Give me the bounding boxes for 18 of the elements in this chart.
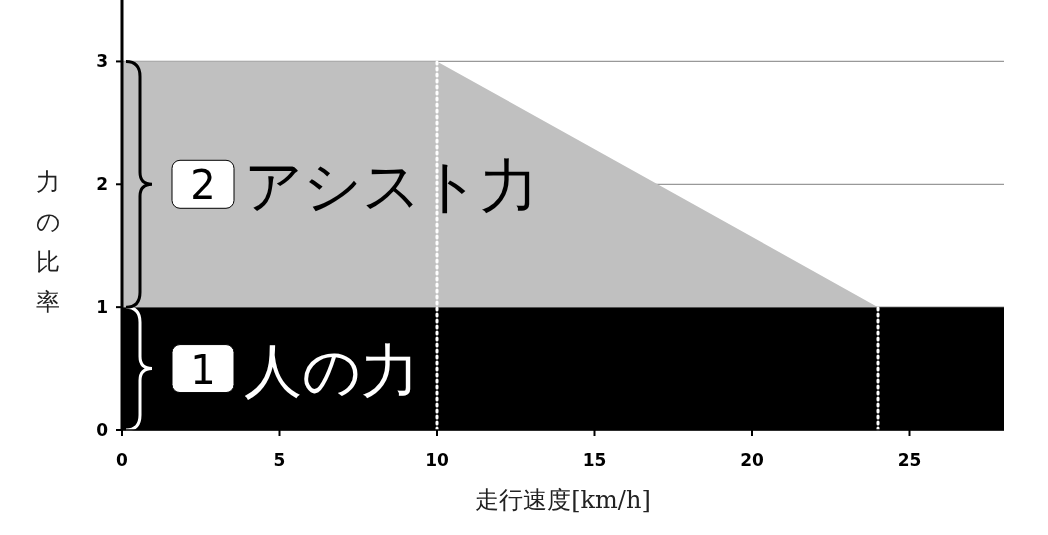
picture-number-badge: 2 bbox=[171, 159, 235, 209]
y-tick-label: 0 bbox=[96, 420, 109, 440]
x-tick-label: 5 bbox=[273, 450, 286, 470]
picture-number-badge: 1 bbox=[171, 344, 235, 394]
y-tick-label: 1 bbox=[96, 297, 108, 318]
annotation: 人の力 bbox=[244, 336, 419, 405]
x-tick-label: 25 bbox=[897, 450, 922, 470]
x-tick-label: 0 bbox=[116, 450, 129, 470]
x-axis-title: 走行速度[km/h] bbox=[475, 486, 651, 514]
y-tick-label: 3 bbox=[96, 51, 108, 72]
x-tick-label: 20 bbox=[740, 450, 764, 470]
x-tick-label: 15 bbox=[582, 450, 607, 470]
y-tick-label: 2 bbox=[96, 174, 108, 195]
x-tick-label: 10 bbox=[425, 450, 449, 470]
y-axis-title: 力の比率 bbox=[35, 168, 61, 316]
annotation: 1 bbox=[190, 346, 216, 393]
annotation: 2 bbox=[190, 162, 216, 209]
annotation: アシスト力 bbox=[244, 152, 538, 221]
